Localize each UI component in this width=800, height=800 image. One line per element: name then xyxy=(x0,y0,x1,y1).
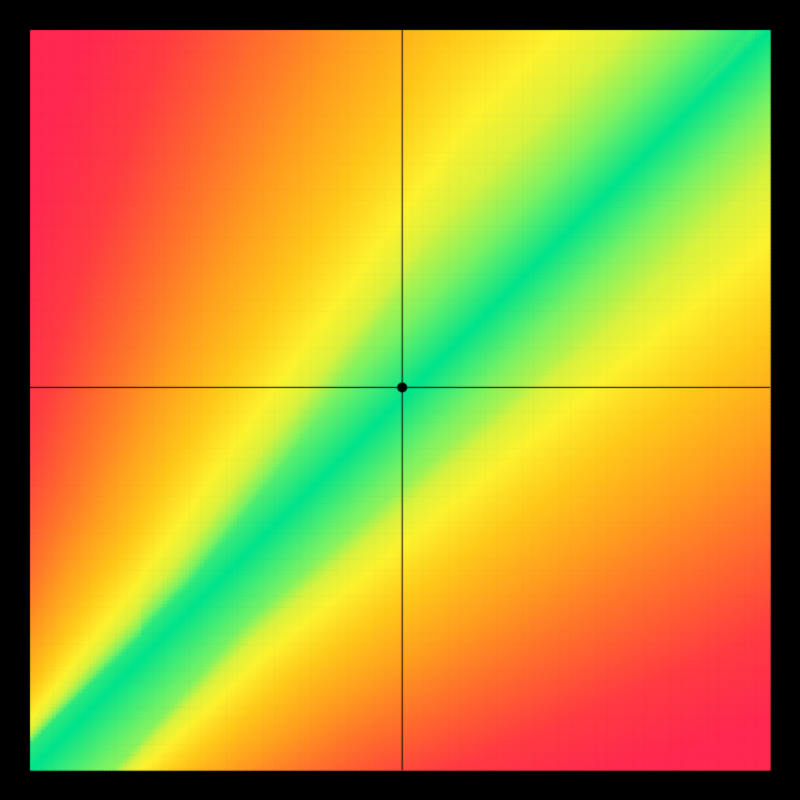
bottleneck-heatmap xyxy=(0,0,800,800)
chart-container: TheBottleneck.com xyxy=(0,0,800,800)
